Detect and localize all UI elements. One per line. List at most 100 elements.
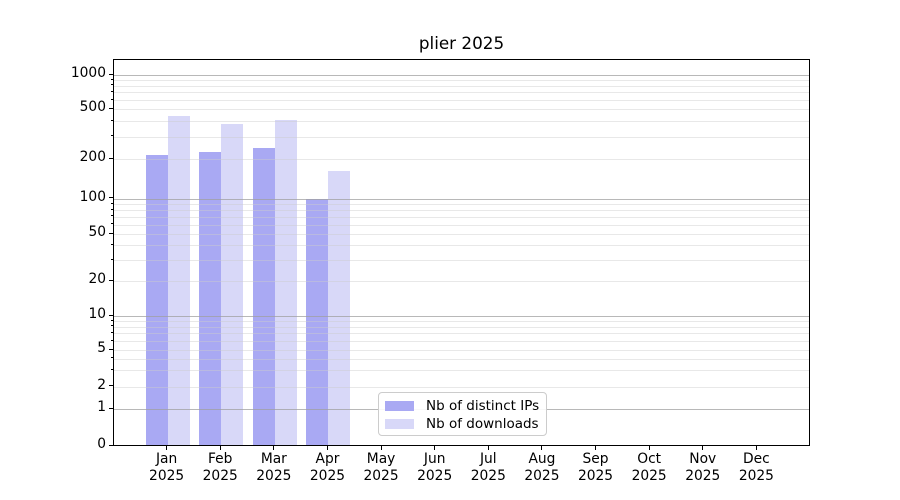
y-minor-tick-400 — [111, 119, 113, 121]
x-tick-10 — [702, 446, 704, 450]
y-minor-tick-800 — [111, 84, 113, 86]
gridline-major-100 — [114, 198, 809, 200]
y-tick-label-100: 100 — [79, 188, 106, 205]
y-minor-tick-4 — [111, 357, 113, 359]
x-label-month: Dec — [743, 451, 770, 467]
x-tick-7 — [541, 446, 543, 450]
y-minor-tick-6 — [111, 339, 113, 341]
gridline-minor-80 — [114, 210, 809, 212]
y-minor-tick-3 — [111, 368, 113, 370]
x-tick-1 — [219, 446, 221, 450]
y-minor-tick-8 — [111, 325, 113, 327]
y-tick-1 — [109, 407, 113, 409]
y-minor-tick-9 — [111, 319, 113, 321]
x-label-year: 2025 — [577, 467, 614, 484]
x-label-year: 2025 — [685, 467, 721, 484]
chart-title: plier 2025 — [418, 33, 505, 53]
x-label-year: 2025 — [256, 467, 292, 484]
gridline-major-1000 — [114, 75, 809, 76]
bar-distinct-ips-0 — [145, 155, 168, 445]
y-tick-1000 — [109, 73, 113, 75]
y-tick-label-200: 200 — [79, 149, 106, 165]
x-label-year: 2025 — [417, 467, 453, 484]
legend-label-distinct-ips: Nb of distinct IPs — [426, 398, 540, 414]
x-label-month: Mar — [260, 451, 287, 467]
x-label-month: May — [366, 451, 396, 467]
gridline-minor-3 — [114, 370, 809, 372]
gridline-minor-9 — [114, 321, 809, 323]
x-tick-6 — [487, 446, 489, 450]
x-tick-label-11: Dec 2025 — [716, 451, 796, 484]
x-label-year: 2025 — [363, 467, 399, 484]
x-label-year: 2025 — [470, 467, 506, 484]
legend-swatch-distinct-ips — [385, 401, 414, 411]
gridline-minor-40 — [114, 245, 809, 247]
x-tick-label-5: Jun 2025 — [395, 451, 475, 484]
x-label-month: Jul — [479, 451, 497, 467]
x-tick-label-8: Sep 2025 — [556, 451, 636, 484]
bar-distinct-ips-1 — [199, 151, 222, 445]
x-label-year: 2025 — [202, 467, 238, 484]
y-tick-label-20: 20 — [88, 271, 106, 287]
y-tick-2 — [109, 385, 113, 386]
x-label-month: Oct — [637, 451, 662, 467]
x-tick-9 — [648, 446, 650, 450]
y-tick-100 — [109, 197, 113, 199]
x-label-year: 2025 — [149, 467, 185, 484]
plot-area — [113, 59, 810, 446]
x-tick-label-10: Nov 2025 — [663, 451, 743, 484]
gridline-minor-30 — [114, 260, 809, 262]
x-tick-label-0: Jan 2025 — [127, 451, 207, 484]
x-label-month: Sep — [582, 451, 609, 467]
gridline-minor-500 — [114, 109, 809, 110]
y-minor-tick-900 — [111, 78, 113, 80]
gridline-minor-50 — [114, 234, 809, 235]
gridline-minor-400 — [114, 121, 809, 123]
bar-downloads-2 — [274, 120, 297, 445]
x-label-month: Aug — [528, 451, 556, 467]
y-tick-50 — [109, 232, 113, 234]
y-tick-label-5: 5 — [97, 340, 106, 356]
gridline-minor-4 — [114, 358, 809, 360]
x-label-year: 2025 — [631, 467, 667, 484]
x-tick-8 — [595, 446, 597, 450]
y-minor-tick-90 — [111, 202, 113, 204]
x-tick-5 — [434, 446, 436, 450]
gridline-minor-20 — [114, 281, 809, 282]
y-minor-tick-30 — [111, 258, 113, 260]
y-tick-label-10: 10 — [88, 306, 106, 322]
y-tick-20 — [109, 279, 113, 281]
legend: Nb of distinct IPs Nb of downloads — [378, 392, 547, 436]
y-tick-label-2: 2 — [97, 376, 106, 393]
legend-swatch-downloads — [385, 419, 414, 429]
x-tick-label-4: May 2025 — [341, 451, 421, 484]
x-tick-3 — [326, 446, 328, 450]
bar-downloads-3 — [328, 170, 351, 445]
bar-downloads-1 — [221, 124, 244, 445]
legend-item-distinct-ips: Nb of distinct IPs — [385, 397, 546, 415]
x-tick-label-2: Mar 2025 — [234, 451, 314, 484]
y-minor-tick-40 — [111, 243, 113, 245]
x-tick-4 — [380, 446, 382, 450]
gridline-minor-800 — [114, 85, 809, 87]
gridline-minor-200 — [114, 159, 809, 160]
y-tick-5 — [109, 348, 113, 350]
legend-label-downloads: Nb of downloads — [426, 416, 539, 432]
y-tick-label-1000: 1000 — [70, 65, 106, 81]
y-tick-0 — [109, 444, 113, 446]
y-tick-label-500: 500 — [79, 99, 106, 115]
gridline-minor-600 — [114, 100, 809, 102]
x-label-year: 2025 — [738, 467, 774, 484]
x-tick-11 — [755, 446, 757, 450]
gridline-minor-7 — [114, 333, 809, 335]
y-minor-tick-60 — [111, 223, 113, 225]
gridline-minor-5 — [114, 350, 809, 351]
y-tick-10 — [109, 314, 113, 316]
gridline-minor-70 — [114, 216, 809, 218]
y-tick-label-50: 50 — [88, 224, 106, 240]
x-tick-0 — [166, 446, 168, 450]
y-minor-tick-700 — [111, 90, 113, 92]
y-minor-tick-80 — [111, 208, 113, 210]
y-tick-500 — [109, 107, 113, 109]
